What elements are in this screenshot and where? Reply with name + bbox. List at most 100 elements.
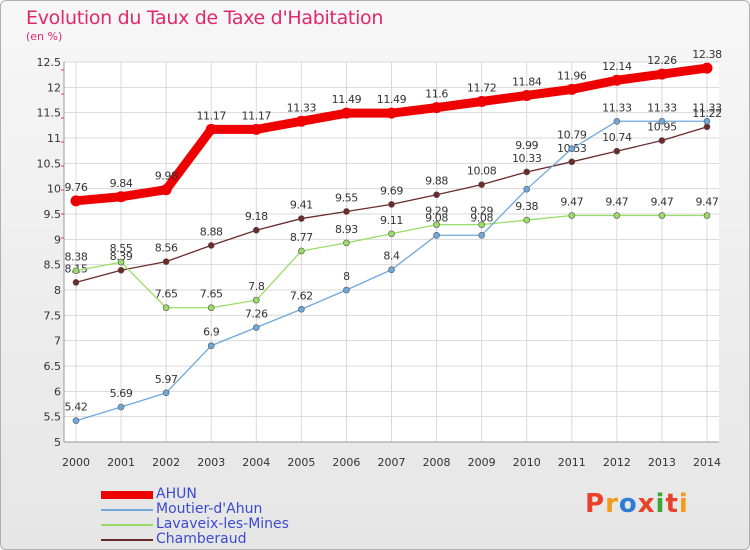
data-point: [207, 342, 215, 350]
y-tick-label: 6.5: [44, 360, 62, 373]
legend-swatch-ahun: [101, 491, 153, 499]
data-label: 8: [343, 270, 350, 283]
data-point: [340, 107, 352, 119]
data-label: 11.33: [692, 101, 722, 114]
legend-label-ahun: AHUN: [156, 486, 197, 502]
data-point: [478, 181, 485, 188]
data-point: [388, 266, 395, 274]
data-point: [386, 107, 397, 119]
x-tick-label: 2007: [378, 456, 406, 469]
y-tick-label: 8.5: [44, 259, 62, 272]
y-tick-label: 9: [54, 233, 61, 246]
brand-letter: o: [618, 489, 638, 519]
x-tick-label: 2006: [332, 456, 360, 469]
data-label: 9.69: [380, 184, 403, 197]
brand-letter: r: [605, 489, 619, 519]
data-label: 9.29: [425, 205, 448, 218]
x-tick-label: 2008: [423, 456, 451, 469]
data-point: [72, 417, 80, 425]
y-tick-label: 12: [47, 81, 61, 94]
data-label: 8.77: [290, 231, 313, 244]
data-point: [117, 266, 125, 274]
data-label: 11.33: [647, 101, 677, 114]
data-point: [703, 117, 711, 125]
y-tick-label: 7: [54, 335, 61, 348]
data-label: 9.41: [290, 199, 313, 212]
y-tick-label: 6: [54, 385, 61, 398]
data-label: 7.62: [290, 289, 313, 302]
data-label: 8.55: [110, 242, 133, 255]
y-tick-label: 11.5: [37, 107, 62, 120]
legend-swatch-lavaveix: [101, 524, 153, 526]
data-point: [523, 216, 531, 224]
y-tick-label: 10.5: [37, 157, 62, 170]
data-point: [478, 231, 485, 239]
legend-swatch-chamberaud: [101, 539, 153, 541]
legend-label-chamberaud: Chamberaud: [156, 531, 247, 547]
data-label: 9.47: [696, 196, 719, 209]
data-point: [117, 403, 125, 411]
data-point: [433, 231, 440, 239]
legend-swatch-moutier: [101, 509, 153, 511]
data-label: 10.95: [647, 121, 677, 134]
data-point: [298, 305, 305, 313]
x-tick-label: 2010: [513, 456, 541, 469]
data-point: [656, 68, 668, 80]
brand-letter: t: [665, 489, 679, 519]
data-point: [613, 117, 621, 125]
data-point: [162, 304, 170, 312]
data-label: 7.26: [245, 307, 268, 320]
data-point: [205, 123, 217, 135]
x-tick-label: 2003: [197, 456, 225, 469]
data-point: [568, 212, 576, 219]
y-tick-label: 11: [47, 132, 61, 145]
data-label: 11.33: [602, 101, 632, 114]
data-label: 6.9: [203, 326, 220, 339]
data-point: [252, 296, 260, 304]
data-point: [431, 102, 443, 114]
data-point: [566, 83, 578, 95]
data-label: 9.29: [470, 205, 493, 218]
data-label: 8.39: [110, 250, 133, 263]
data-label: 9.55: [335, 191, 358, 204]
legend-label-lavaveix: Lavaveix-les-Mines: [156, 516, 289, 532]
data-label: 11.17: [196, 109, 226, 122]
data-point: [72, 267, 80, 275]
data-label: 11.22: [692, 107, 722, 120]
data-point: [70, 195, 82, 207]
data-point: [703, 123, 711, 131]
brand-letter: x: [637, 489, 656, 519]
y-tick-label: 8: [54, 284, 61, 297]
data-point: [115, 191, 127, 203]
data-point: [298, 247, 305, 255]
data-label: 12.38: [692, 48, 722, 61]
data-label: 9.47: [650, 196, 673, 209]
y-unit-label: (en %): [26, 30, 63, 43]
data-label: 8.38: [65, 251, 88, 264]
data-label: 9.98: [155, 170, 178, 183]
data-label: 9.47: [560, 196, 583, 209]
data-label-overlap: 9.08: [425, 211, 448, 224]
data-point: [568, 145, 576, 152]
data-label: 11.84: [512, 75, 542, 88]
data-point: [613, 147, 621, 155]
data-label: 9.11: [380, 214, 403, 227]
data-point: [476, 96, 488, 108]
data-point: [252, 324, 260, 331]
x-tick-label: 2011: [558, 456, 586, 469]
data-label: 5.97: [155, 373, 178, 386]
data-point: [433, 221, 440, 228]
x-tick-label: 2000: [62, 456, 90, 469]
data-point: [160, 184, 172, 196]
data-point: [343, 208, 350, 215]
data-label: 11.6: [425, 88, 448, 101]
data-label: 7.65: [155, 288, 178, 301]
data-label: 9.38: [515, 200, 538, 213]
data-label: 8.88: [200, 225, 223, 238]
x-tick-label: 2014: [693, 456, 721, 469]
data-label: 8.4: [383, 250, 400, 263]
data-label: 9.76: [65, 181, 88, 194]
y-tick-label: 7.5: [44, 309, 62, 322]
